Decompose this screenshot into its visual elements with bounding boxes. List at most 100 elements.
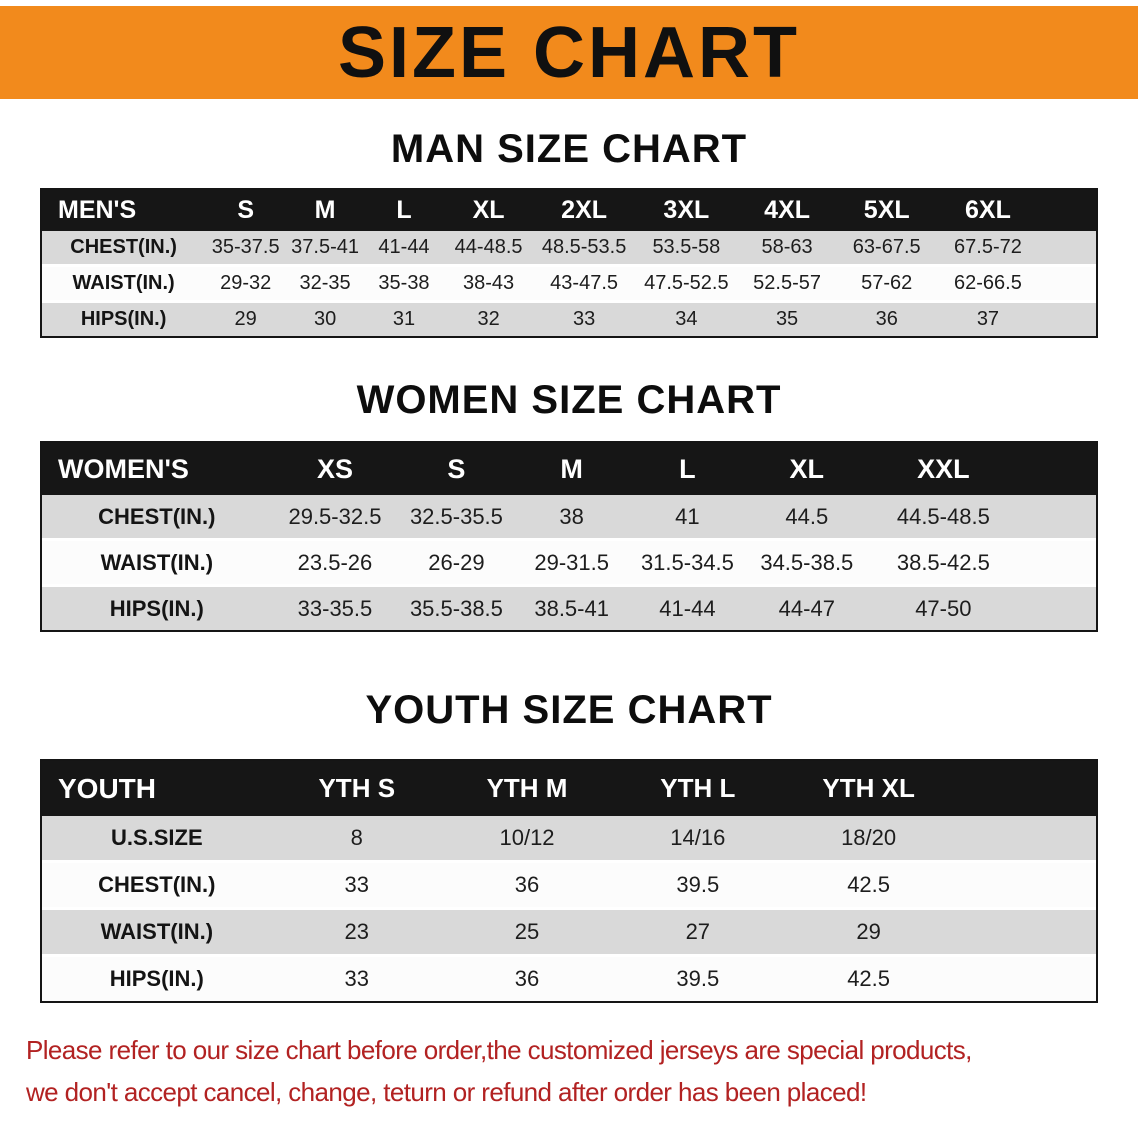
youth-value-cell: 27 — [612, 908, 784, 957]
women-measure-row: WAIST(IN.) 23.5-26 26-29 29-31.5 31.5-34.5 34… — [42, 539, 1096, 587]
men-value-cell: 44-48.5 — [443, 231, 534, 267]
youth-size-column-header: YTH XL — [783, 761, 954, 816]
women-filler-cell — [1019, 495, 1096, 541]
banner: SIZE CHART — [0, 6, 1138, 99]
men-value-cell: 35 — [737, 301, 837, 336]
disclaimer-line-1: Please refer to our size chart before or… — [26, 1035, 972, 1065]
men-size-column-header: 4XL — [737, 190, 837, 231]
men-size-column-header: M — [286, 190, 365, 231]
youth-row-label: HIPS(IN.) — [42, 955, 272, 1001]
women-size-column-header: XXL — [867, 443, 1020, 495]
men-value-cell: 43-47.5 — [533, 265, 635, 303]
men-size-column-header: 3XL — [634, 190, 738, 231]
women-value-cell: 26-29 — [398, 539, 515, 587]
men-size-column-header: L — [364, 190, 444, 231]
youth-measure-row: CHEST(IN.) 33 36 39.5 42.5 — [42, 861, 1096, 910]
youth-filler-cell — [953, 761, 1096, 816]
men-value-cell: 48.5-53.5 — [533, 231, 635, 267]
youth-row-label: WAIST(IN.) — [42, 908, 272, 957]
women-measure-row: HIPS(IN.) 33-35.5 35.5-38.5 38.5-41 41-44 44-… — [42, 585, 1096, 630]
men-value-cell: 32 — [443, 301, 534, 336]
youth-value-cell: 14/16 — [612, 816, 784, 863]
men-value-cell: 31 — [364, 301, 444, 336]
youth-measure-row: WAIST(IN.) 23 25 27 29 — [42, 908, 1096, 957]
women-value-cell: 33-35.5 — [271, 585, 399, 630]
women-row-label: WAIST(IN.) — [42, 539, 272, 587]
page-title: SIZE CHART — [338, 12, 800, 93]
women-row-label: HIPS(IN.) — [42, 585, 272, 630]
disclaimer-line-2: we don't accept cancel, change, teturn o… — [26, 1077, 867, 1107]
men-size-column-header: XL — [443, 190, 534, 231]
youth-value-cell: 29 — [783, 908, 954, 957]
men-row-label: HIPS(IN.) — [42, 301, 206, 336]
youth-value-cell: 10/12 — [441, 816, 613, 863]
women-value-cell: 31.5-34.5 — [628, 539, 747, 587]
men-value-cell: 47.5-52.5 — [634, 265, 738, 303]
youth-filler-cell — [953, 816, 1096, 863]
youth-filler-cell — [953, 955, 1096, 1001]
youth-value-cell: 25 — [441, 908, 613, 957]
women-value-cell: 38.5-42.5 — [867, 539, 1020, 587]
men-value-cell: 30 — [286, 301, 365, 336]
disclaimer: Please refer to our size chart before or… — [26, 1029, 1112, 1113]
women-filler-cell — [1019, 443, 1096, 495]
women-filler-cell — [1019, 539, 1096, 587]
men-value-cell: 35-37.5 — [205, 231, 287, 267]
men-section-heading: MAN SIZE CHART — [390, 127, 748, 171]
women-value-cell: 41 — [628, 495, 747, 541]
women-section-heading: WOMEN SIZE CHART — [356, 378, 782, 422]
youth-section: YOUTH SIZE CHART YOUTH YTH S YTH M YTH L YTH… — [0, 688, 1138, 1003]
men-value-cell: 36 — [836, 301, 938, 336]
youth-filler-cell — [953, 861, 1096, 910]
women-table-title: WOMEN'S — [42, 443, 272, 495]
youth-filler-cell — [953, 908, 1096, 957]
men-measure-row: CHEST(IN.) 35-37.5 37.5-41 41-44 44-48.5 48.5… — [42, 231, 1096, 267]
women-value-cell: 29.5-32.5 — [271, 495, 399, 541]
youth-value-cell: 36 — [441, 861, 613, 910]
youth-size-table: YOUTH YTH S YTH M YTH L YTH XL U.S.SIZE 8 10/12… — [42, 761, 1096, 1001]
youth-size-column-header: YTH S — [271, 761, 442, 816]
men-value-cell: 35-38 — [364, 265, 444, 303]
women-measure-row: CHEST(IN.) 29.5-32.5 32.5-35.5 38 41 44.5 44.5… — [42, 495, 1096, 541]
men-size-column-header: 5XL — [836, 190, 938, 231]
women-size-column-header: XS — [271, 443, 399, 495]
youth-value-cell: 33 — [271, 861, 442, 910]
youth-value-cell: 23 — [271, 908, 442, 957]
women-value-cell: 44.5 — [746, 495, 868, 541]
men-header-row: MEN'S S M L XL 2XL 3XL 4XL 5XL 6XL — [42, 190, 1096, 231]
men-value-cell: 37 — [937, 301, 1039, 336]
youth-table-title: YOUTH — [42, 761, 272, 816]
women-value-cell: 29-31.5 — [514, 539, 629, 587]
youth-size-column-header: YTH L — [612, 761, 784, 816]
youth-row-label: CHEST(IN.) — [42, 861, 272, 910]
men-filler-cell — [1038, 301, 1096, 336]
youth-value-cell: 39.5 — [612, 955, 784, 1001]
men-measure-row: WAIST(IN.) 29-32 32-35 35-38 38-43 43-47.5 47.… — [42, 265, 1096, 303]
women-value-cell: 32.5-35.5 — [398, 495, 515, 541]
men-filler-cell — [1038, 265, 1096, 303]
men-value-cell: 67.5-72 — [937, 231, 1039, 267]
youth-section-heading: YOUTH SIZE CHART — [365, 688, 773, 732]
women-value-cell: 38.5-41 — [514, 585, 629, 630]
men-value-cell: 29-32 — [205, 265, 287, 303]
women-size-table: WOMEN'S XS S M L XL XXL CHEST(IN.) 29.5-32.5 32.5… — [42, 443, 1096, 630]
men-value-cell: 32-35 — [286, 265, 365, 303]
women-section: WOMEN SIZE CHART WOMEN'S XS S M L XL XXL CHEST(… — [0, 378, 1138, 632]
women-value-cell: 41-44 — [628, 585, 747, 630]
women-value-cell: 44.5-48.5 — [867, 495, 1020, 541]
men-table-wrap: MEN'S S M L XL 2XL 3XL 4XL 5XL 6XL CHEST(IN.) 35-37… — [40, 188, 1098, 338]
size-chart-page: SIZE CHART MAN SIZE CHART MEN'S S M L XL 2XL 3… — [0, 6, 1138, 1113]
women-size-column-header: XL — [746, 443, 868, 495]
women-value-cell: 34.5-38.5 — [746, 539, 868, 587]
women-size-column-header: M — [514, 443, 629, 495]
youth-row-label: U.S.SIZE — [42, 816, 272, 863]
women-size-column-header: S — [398, 443, 515, 495]
women-value-cell: 23.5-26 — [271, 539, 399, 587]
youth-value-cell: 8 — [271, 816, 442, 863]
men-value-cell: 38-43 — [443, 265, 534, 303]
men-value-cell: 34 — [634, 301, 738, 336]
men-value-cell: 53.5-58 — [634, 231, 738, 267]
women-size-column-header: L — [628, 443, 747, 495]
youth-value-cell: 39.5 — [612, 861, 784, 910]
men-value-cell: 58-63 — [737, 231, 837, 267]
